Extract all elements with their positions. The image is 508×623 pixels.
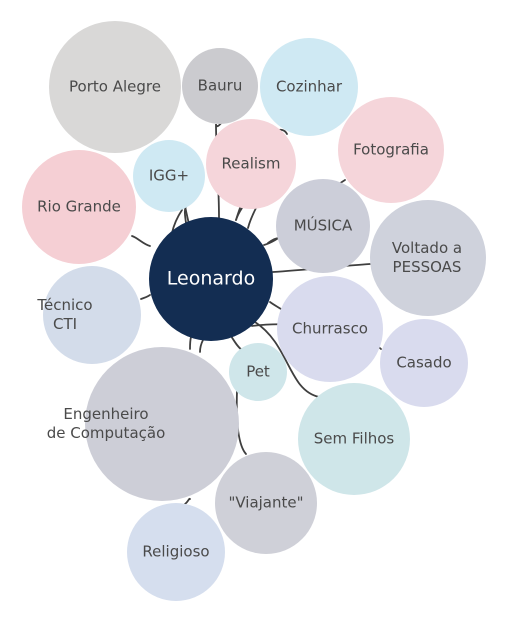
bubble-sem-filhos-label: Sem Filhos [314, 430, 395, 448]
bubble-pet-label: Pet [246, 363, 270, 381]
bubble-center-leonardo-label: Leonardo [167, 268, 255, 290]
bubble-voltado-circle [370, 200, 486, 316]
bubble-fotografia-circle [338, 97, 444, 203]
bubble-tecnico-circle [43, 266, 141, 364]
bubble-cozinhar[interactable]: Cozinhar [260, 38, 358, 136]
bubble-musica[interactable]: MÚSICA [276, 179, 370, 273]
bubble-casado[interactable]: Casado [380, 319, 468, 407]
bubble-churrasco-label: Churrasco [292, 320, 368, 338]
connector-musica [267, 237, 280, 244]
bubble-tecnico-label-line-2: CTI [53, 315, 77, 333]
bubbles-layer: Porto Alegre Bauru Cozinhar IGG+ Realism Foto… [22, 21, 486, 601]
connector-religioso [184, 497, 191, 505]
bubble-igg-circle [133, 140, 205, 212]
bubble-fotografia[interactable]: Fotografia [338, 97, 444, 203]
bubble-engenheiro-label-line-2: de Computação [47, 424, 166, 442]
connector-pet [230, 335, 244, 351]
connector-igg-b [183, 205, 187, 224]
bubble-churrasco[interactable]: Churrasco [277, 276, 383, 382]
bubble-engenheiro-circle [85, 347, 239, 501]
connector-engenheiro [189, 336, 192, 350]
bubble-realism[interactable]: Realism [206, 119, 296, 209]
bubble-sem-filhos[interactable]: Sem Filhos [298, 383, 410, 495]
bubble-casado-label: Casado [396, 354, 451, 372]
bubble-voltado-label-line-2: PESSOAS [393, 258, 462, 276]
bubble-bauru-circle [182, 48, 258, 124]
bubble-viajante-label: "Viajante" [228, 494, 303, 512]
bubble-porto-alegre-circle [49, 21, 181, 153]
bubble-sem-filhos-circle [298, 383, 410, 495]
bubble-rio-grande-circle [22, 150, 136, 264]
bubble-engenheiro-label-line-1: Engenheiro [63, 405, 148, 423]
bubble-igg[interactable]: IGG+ [133, 140, 205, 212]
bubble-musica-circle [276, 179, 370, 273]
connector-realism-b [247, 207, 257, 229]
bubble-pet[interactable]: Pet [229, 343, 287, 401]
bubble-center-leonardo-circle [149, 217, 273, 341]
bubble-center-leonardo[interactable]: Leonardo [149, 217, 273, 341]
bubble-bauru[interactable]: Bauru [182, 48, 258, 124]
bubble-religioso-circle [127, 503, 225, 601]
bubble-rio-grande-label: Rio Grande [37, 198, 121, 216]
connector-realism [235, 207, 243, 221]
bubble-cozinhar-circle [260, 38, 358, 136]
bubble-fotografia-label: Fotografia [353, 141, 429, 159]
bubble-porto-alegre[interactable]: Porto Alegre [49, 21, 181, 153]
bubble-religioso[interactable]: Religioso [127, 503, 225, 601]
bubble-porto-alegre-label: Porto Alegre [69, 78, 161, 96]
bubble-pet-circle [229, 343, 287, 401]
bubble-rio-grande[interactable]: Rio Grande [22, 150, 136, 264]
connector-rio-grande [131, 235, 151, 247]
bubble-bauru-label: Bauru [198, 77, 243, 95]
bubble-viajante[interactable]: "Viajante" [215, 452, 317, 554]
connector-engenheiro-b [199, 339, 204, 353]
bubble-casado-circle [380, 319, 468, 407]
connector-tecnico [140, 294, 151, 300]
bubble-viajante-circle [215, 452, 317, 554]
bubble-realism-circle [206, 119, 296, 209]
bubble-cozinhar-label: Cozinhar [276, 78, 343, 96]
bubble-igg-label: IGG+ [149, 167, 189, 185]
bubble-churrasco-circle [277, 276, 383, 382]
bubble-tecnico-label-line-1: Técnico [36, 296, 92, 314]
connector-churrasco [269, 301, 282, 310]
connector-sem-filhos [254, 321, 320, 398]
bubble-voltado-label-line-1: Voltado a [392, 239, 462, 257]
bubble-realism-label: Realism [222, 155, 281, 173]
bubble-religioso-label: Religioso [142, 543, 209, 561]
bubble-musica-label: MÚSICA [294, 216, 353, 235]
